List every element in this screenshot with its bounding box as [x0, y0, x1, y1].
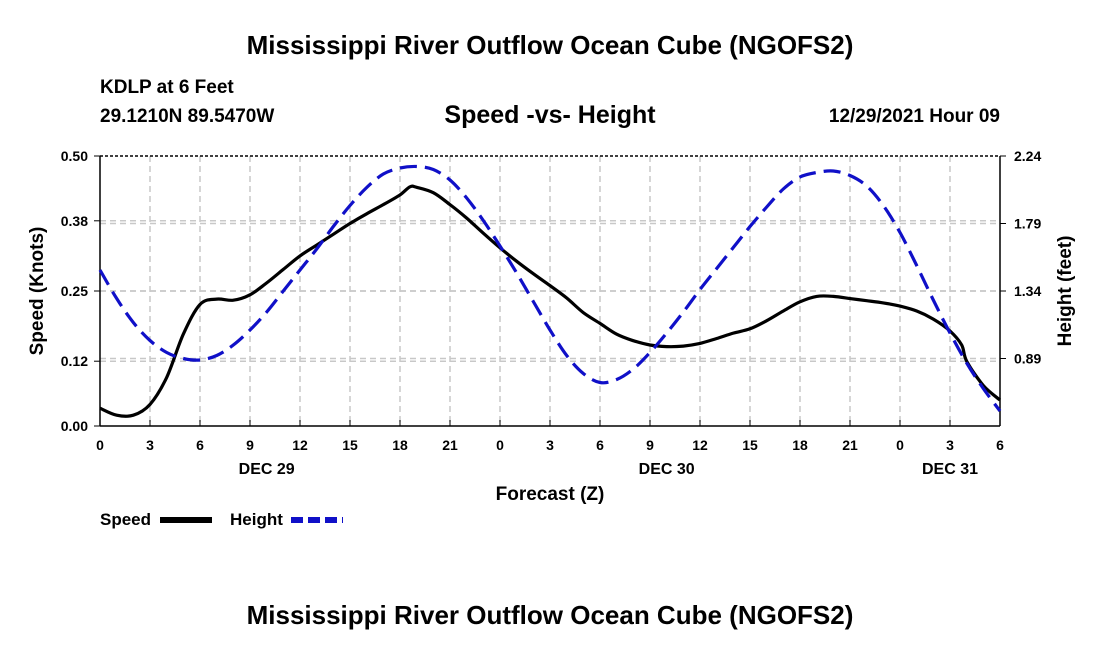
x-tick-label: 12	[692, 437, 708, 453]
station-coordinates: 29.1210N 89.5470W	[100, 106, 275, 127]
y-tick-label: 0.50	[61, 148, 88, 164]
axis-labels: 0 3 6 9 12 15 18 21 0 3 6 9 12 15 18 21 0 3 6 0.00 0.12 0.25 0…	[27, 148, 1076, 505]
y-tick-label: 0.38	[61, 213, 88, 229]
series-lines	[98, 164, 1002, 418]
x-date-label: DEC 29	[239, 461, 295, 478]
x-tick-label: 18	[792, 437, 808, 453]
x-tick-label: 6	[196, 437, 204, 453]
axes	[94, 155, 1006, 427]
x-tick-label: 21	[842, 437, 858, 453]
x-axis-title: Forecast (Z)	[496, 484, 605, 505]
x-tick-label: 0	[96, 437, 104, 453]
x-tick-label: 0	[496, 437, 504, 453]
y-tick-label: 0.00	[61, 418, 88, 434]
y-tick-label: 0.25	[61, 283, 88, 299]
x-tick-label: 6	[596, 437, 604, 453]
legend-height-label: Height	[230, 510, 283, 529]
y2-tick-label: 2.24	[1014, 148, 1041, 164]
y-axis-title: Speed (Knots)	[27, 227, 48, 356]
x-tick-label: 0	[896, 437, 904, 453]
legend: Speed Height	[100, 510, 343, 529]
x-tick-label: 9	[246, 437, 254, 453]
legend-speed-label: Speed	[100, 510, 151, 529]
y2-axis-title: Height (feet)	[1055, 236, 1076, 347]
chart-subtitle: Speed -vs- Height	[444, 101, 656, 129]
x-tick-label: 3	[546, 437, 554, 453]
x-tick-label: 15	[342, 437, 358, 453]
x-tick-label: 12	[292, 437, 308, 453]
y2-tick-label: 1.79	[1014, 216, 1041, 232]
x-date-label: DEC 30	[639, 461, 695, 478]
x-tick-label: 15	[742, 437, 758, 453]
x-tick-label: 18	[392, 437, 408, 453]
x-tick-label: 21	[442, 437, 458, 453]
x-tick-label: 3	[146, 437, 154, 453]
height-series-line	[98, 164, 1002, 412]
grid-lines	[100, 156, 1000, 426]
y2-tick-label: 0.89	[1014, 351, 1041, 367]
speed-series-line	[99, 184, 1002, 418]
x-tick-label: 3	[946, 437, 954, 453]
forecast-datetime: 12/29/2021 Hour 09	[828, 106, 1000, 127]
y2-tick-label: 1.34	[1014, 283, 1041, 299]
x-tick-label: 9	[646, 437, 654, 453]
footer-title: Mississippi River Outflow Ocean Cube (NG…	[246, 600, 854, 630]
y-tick-label: 0.12	[61, 353, 88, 369]
x-date-label: DEC 31	[922, 461, 978, 478]
station-name: KDLP at 6 Feet	[100, 77, 234, 98]
main-title: Mississippi River Outflow Ocean Cube (NG…	[246, 30, 854, 60]
x-tick-label: 6	[996, 437, 1004, 453]
